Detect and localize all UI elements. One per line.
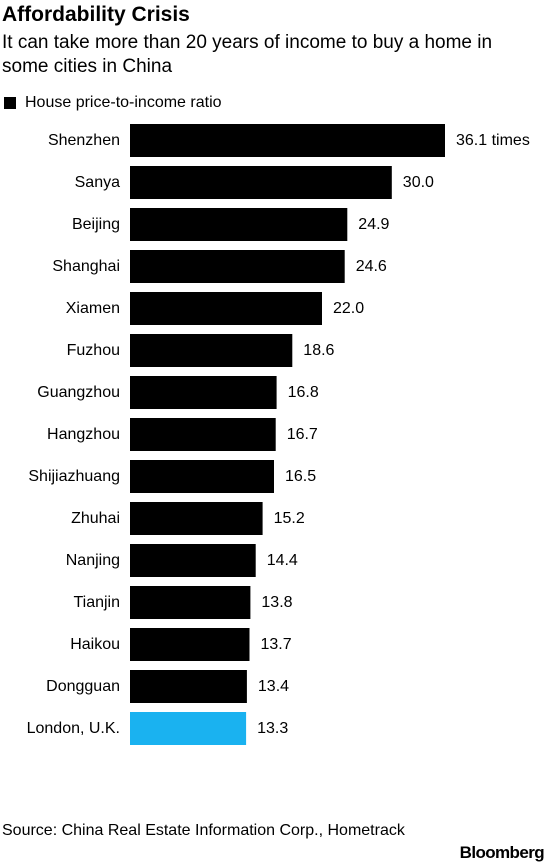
bar — [130, 502, 263, 535]
bar — [130, 250, 345, 283]
category-label: Shijiazhuang — [28, 468, 120, 485]
bar — [130, 376, 277, 409]
bar — [130, 628, 250, 661]
category-label: Beijing — [72, 216, 120, 233]
data-label: 13.4 — [258, 678, 289, 695]
category-label: Nanjing — [66, 552, 120, 569]
category-label: London, U.K. — [27, 720, 120, 737]
data-label: 16.8 — [288, 384, 319, 401]
category-label: Xiamen — [66, 300, 120, 317]
bloomberg-logo: Bloomberg — [459, 843, 545, 862]
bar — [130, 124, 445, 157]
chart-title: Affordability Crisis — [2, 3, 190, 26]
legend: House price-to-income ratio — [4, 93, 222, 113]
data-label: 16.5 — [285, 468, 316, 485]
data-label: 13.8 — [261, 594, 292, 611]
source-note: Source: China Real Estate Information Co… — [2, 822, 405, 839]
data-label: 30.0 — [403, 174, 434, 191]
data-label: 13.3 — [257, 720, 288, 737]
data-label: 18.6 — [303, 342, 334, 359]
bar — [130, 166, 392, 199]
category-label: Fuzhou — [67, 342, 120, 359]
bar — [130, 292, 322, 325]
bar — [130, 334, 293, 367]
data-label: 14.4 — [267, 552, 298, 569]
bar-highlight — [130, 712, 247, 745]
category-label: Dongguan — [46, 678, 120, 695]
chart-subtitle: It can take more than 20 years of income… — [2, 32, 493, 77]
category-label: Hangzhou — [47, 426, 120, 443]
category-label: Sanya — [75, 174, 120, 191]
data-label: 15.2 — [274, 510, 305, 527]
bar — [130, 208, 348, 241]
data-label: 36.1 times — [456, 132, 530, 149]
bar — [130, 586, 251, 619]
bar — [130, 544, 256, 577]
legend-swatch — [4, 97, 16, 109]
category-label: Haikou — [70, 636, 120, 653]
bar — [130, 670, 247, 703]
data-label: 22.0 — [333, 300, 364, 317]
bar — [130, 460, 274, 493]
category-label: Shanghai — [52, 258, 120, 275]
bar-chart: Shenzhen 36.1 times Sanya 30.0 Beijing 24.9 Sh… — [27, 124, 530, 745]
category-label: Zhuhai — [71, 510, 120, 527]
category-label: Guangzhou — [37, 384, 120, 401]
data-label: 13.7 — [261, 636, 292, 653]
data-label: 24.6 — [356, 258, 387, 275]
data-label: 16.7 — [287, 426, 318, 443]
data-label: 24.9 — [358, 216, 389, 233]
bar — [130, 418, 276, 451]
legend-label: House price-to-income ratio — [25, 94, 222, 111]
category-label: Tianjin — [73, 594, 120, 611]
category-label: Shenzhen — [48, 132, 120, 149]
